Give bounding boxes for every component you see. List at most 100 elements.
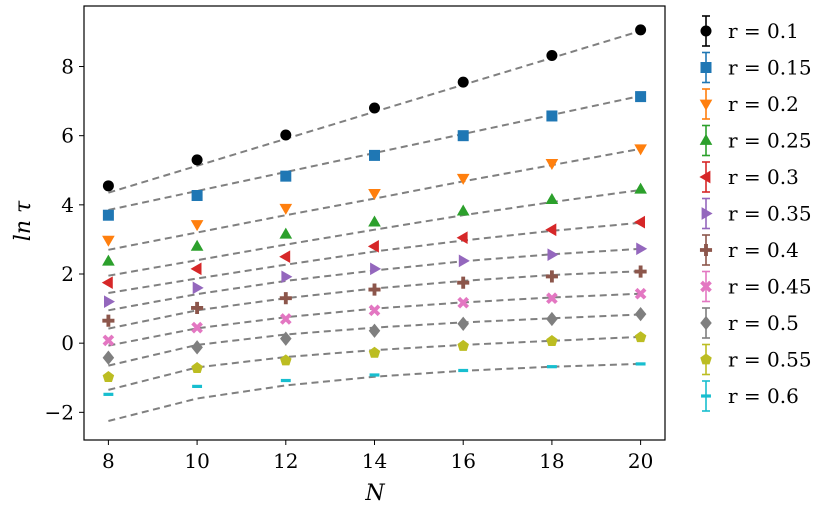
fit-line-10 [108,362,641,422]
data-point-2-6 [634,144,647,156]
data-point-1-2 [280,170,292,182]
fit-line-3 [108,189,641,277]
data-point-2-3 [368,189,381,201]
data-point-6-4 [457,276,470,289]
x-axis-label: N [364,481,385,506]
data-point-0-2 [280,129,292,141]
data-point-8-5 [546,311,558,327]
legend-entry: r = 0.3 [699,161,799,193]
data-point-5-6 [636,242,648,256]
legend-entry: r = 0.55 [700,343,812,376]
data-point-8-3 [368,323,381,338]
legend-label: r = 0.1 [728,19,799,43]
data-point-7-4 [457,296,470,309]
y-tick-label: 2 [61,262,74,286]
data-point-4-5 [545,223,557,237]
data-point-6-5 [545,270,558,283]
y-axis: −2 0 2 4 6 8 [45,55,84,424]
data-point-9-6 [634,331,647,343]
data-point-0-1 [191,154,203,166]
data-point-6-0 [102,314,115,327]
data-point-7-1 [191,321,203,334]
data-point-2-1 [190,220,204,232]
y-axis-label: ln τ [11,200,36,241]
data-point-0-0 [102,180,114,192]
data-point-7-0 [102,334,115,347]
data-point-6-2 [279,292,292,305]
data-point-5-3 [370,262,382,276]
x-tick-label: 12 [273,449,298,473]
y-tick-label: 0 [61,331,74,355]
legend-label: r = 0.5 [728,311,799,335]
data-point-6-1 [191,301,204,314]
data-point-9-3 [368,346,381,358]
data-point-2-0 [102,235,115,247]
x-axis: 8 10 12 14 16 18 20 [102,440,653,473]
data-point-3-5 [545,193,559,205]
legend-entry: r = 0.25 [699,124,812,157]
data-point-0-5 [546,49,558,61]
data-point-4-0 [101,276,113,289]
data-point-5-5 [547,248,559,261]
legend-label: r = 0.15 [728,56,812,80]
data-point-5-0 [103,295,115,308]
legend-marker [700,25,712,37]
legend-entry: r = 0.5 [700,307,799,339]
data-point-4-2 [279,250,291,264]
data-point-3-6 [634,182,647,194]
data-point-9-1 [191,362,203,373]
data-point-0-4 [457,76,469,88]
data-point-9-0 [102,371,115,382]
data-point-1-5 [546,110,558,122]
legend-entry: r = 0.2 [699,88,799,120]
y-tick-label: 6 [61,124,74,148]
legend-entry: r = 0.1 [700,15,799,47]
legend-entry: r = 0.4 [699,234,799,266]
y-tick-label: 8 [61,55,74,79]
x-tick-label: 16 [450,449,475,473]
data-point-10-5 [546,365,557,369]
legend-label: r = 0.2 [728,92,799,116]
legend-marker [699,243,713,257]
data-point-1-0 [102,209,114,221]
data-point-3-1 [190,239,204,251]
data-point-4-3 [367,240,379,253]
legend-entry: r = 0.45 [700,270,812,303]
fit-line-4 [108,221,641,294]
data-point-0-6 [635,24,647,36]
data-point-1-3 [369,149,380,161]
data-point-4-1 [190,262,202,276]
legend-entry: r = 0.15 [700,51,812,84]
x-tick-label: 10 [184,449,209,473]
legend-label: r = 0.4 [728,238,799,262]
x-tick-label: 14 [362,449,387,473]
data-point-4-6 [634,215,646,229]
data-point-2-2 [279,203,293,215]
x-tick-label: 20 [628,449,653,473]
data-point-9-4 [457,339,469,351]
legend-marker [699,99,713,111]
data-point-2-4 [456,173,470,185]
data-point-7-6 [634,287,647,300]
data-points [101,24,648,396]
data-point-1-4 [457,130,469,142]
data-point-1-1 [191,190,203,202]
data-point-7-3 [368,304,381,317]
data-point-8-0 [102,350,115,365]
data-point-6-3 [368,283,381,296]
data-point-3-3 [368,215,381,227]
x-tick-label: 8 [102,449,115,473]
data-point-3-4 [456,204,470,216]
legend-label: r = 0.35 [728,202,812,226]
data-point-4-4 [456,231,468,245]
data-point-3-0 [102,254,115,266]
data-point-9-2 [280,354,292,366]
legend-marker [701,207,713,220]
legend-entry: r = 0.35 [701,197,812,230]
x-tick-label: 18 [539,449,564,473]
data-point-3-2 [279,227,293,239]
data-point-10-4 [458,368,469,373]
legend-marker [699,133,713,145]
legend-marker [700,315,712,331]
